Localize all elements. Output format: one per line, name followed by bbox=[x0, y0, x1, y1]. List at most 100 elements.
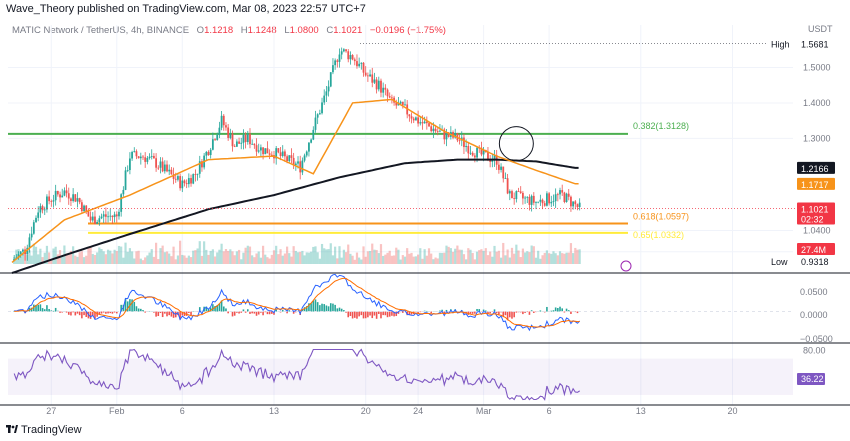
candle-body bbox=[563, 192, 566, 202]
candle-body bbox=[144, 157, 147, 162]
macd-histogram-bar bbox=[474, 311, 476, 314]
macd-histogram-bar bbox=[89, 311, 92, 319]
volume-bar bbox=[438, 252, 442, 264]
candle-body bbox=[548, 193, 550, 204]
volume-bar bbox=[493, 245, 496, 264]
volume-bar bbox=[89, 247, 92, 264]
candle-body bbox=[574, 201, 577, 205]
macd-histogram-bar bbox=[539, 310, 542, 312]
volume-bar bbox=[521, 248, 524, 264]
candle-body bbox=[360, 62, 363, 64]
macd-histogram-bar bbox=[59, 311, 61, 313]
macd-histogram-bar bbox=[441, 309, 443, 312]
volume-bar bbox=[318, 258, 321, 264]
volume-bar bbox=[486, 255, 490, 264]
macd-histogram-bar bbox=[343, 310, 345, 312]
macd-histogram-bar bbox=[334, 304, 336, 312]
volume-bar bbox=[344, 252, 348, 264]
candle-body bbox=[170, 169, 173, 175]
candle-body bbox=[59, 194, 61, 198]
volume-bar bbox=[240, 259, 243, 264]
candle-body bbox=[541, 199, 544, 204]
macd-histogram-bar bbox=[190, 311, 192, 316]
volume-bar bbox=[471, 253, 474, 264]
macd-histogram-bar bbox=[371, 311, 374, 319]
candle-body bbox=[284, 151, 286, 157]
price-tag-box bbox=[797, 255, 835, 267]
candle-body bbox=[231, 133, 234, 147]
candle-body bbox=[535, 202, 537, 203]
candle-body bbox=[423, 121, 426, 124]
candle-body bbox=[270, 154, 273, 156]
volume-bar bbox=[34, 246, 38, 264]
volume-bar bbox=[163, 252, 166, 264]
volume-bar bbox=[281, 255, 284, 264]
macd-histogram-bar bbox=[144, 311, 146, 313]
candle-body bbox=[185, 183, 188, 185]
macd-histogram-bar bbox=[574, 311, 577, 313]
volume-bar bbox=[375, 249, 378, 264]
candle-body bbox=[255, 145, 258, 152]
volume-bar bbox=[218, 249, 221, 264]
macd-histogram-bar bbox=[85, 311, 88, 317]
volume-bar bbox=[368, 250, 372, 264]
volume-bar bbox=[19, 256, 22, 264]
candle-body bbox=[332, 65, 334, 73]
macd-histogram-bar bbox=[513, 311, 515, 318]
candle-body bbox=[83, 205, 85, 212]
macd-histogram-bar bbox=[218, 303, 221, 312]
candle-body bbox=[497, 164, 500, 170]
macd-histogram-bar bbox=[356, 311, 358, 319]
volume-bar bbox=[395, 247, 398, 264]
candle-body bbox=[115, 214, 118, 217]
candle-body bbox=[382, 87, 385, 93]
volume-bar bbox=[406, 248, 409, 264]
candle-body bbox=[349, 55, 352, 60]
candle-body bbox=[50, 201, 53, 202]
volume-bar bbox=[475, 251, 479, 264]
candle-body bbox=[434, 128, 437, 132]
macd-histogram-bar bbox=[382, 311, 384, 316]
volume-bar bbox=[530, 245, 533, 264]
candle-body bbox=[257, 150, 260, 152]
macd-histogram-bar bbox=[528, 311, 531, 315]
macd-histogram-bar bbox=[443, 311, 446, 314]
price-axis-tick: 1.0400 bbox=[803, 225, 831, 235]
macd-histogram-bar bbox=[502, 311, 505, 317]
macd-histogram-bar bbox=[301, 309, 304, 312]
macd-histogram-bar bbox=[268, 311, 271, 315]
volume-bar bbox=[478, 250, 481, 264]
volume-bar bbox=[183, 255, 186, 264]
volume-bar bbox=[425, 255, 428, 264]
candle-body bbox=[445, 132, 448, 140]
candle-body bbox=[530, 195, 533, 205]
macd-histogram-bar bbox=[220, 300, 223, 312]
candle-body bbox=[262, 147, 264, 155]
volume-bar bbox=[447, 246, 450, 264]
macd-histogram-bar bbox=[498, 311, 500, 315]
macd-histogram-bar bbox=[378, 311, 380, 314]
volume-bar bbox=[109, 250, 112, 264]
macd-histogram-bar bbox=[109, 311, 112, 314]
macd-histogram-bar bbox=[373, 311, 376, 316]
volume-bar bbox=[388, 250, 391, 264]
candle-body bbox=[91, 216, 94, 221]
volume-bar bbox=[292, 246, 295, 264]
volume-bar bbox=[194, 250, 197, 264]
volume-bar bbox=[327, 249, 330, 264]
macd-line bbox=[14, 273, 581, 332]
candle-body bbox=[94, 216, 96, 224]
candle-body bbox=[321, 102, 323, 114]
volume-bar bbox=[517, 250, 520, 264]
volume-bar bbox=[277, 254, 280, 264]
volume-bar bbox=[569, 243, 573, 264]
candle-body bbox=[524, 197, 526, 199]
macd-histogram-bar bbox=[445, 309, 448, 312]
macd-histogram-bar bbox=[559, 306, 561, 312]
candle-body bbox=[235, 141, 238, 147]
candle-body bbox=[227, 127, 230, 138]
candle-body bbox=[52, 200, 55, 202]
volume-bar bbox=[491, 256, 494, 264]
volume-bar bbox=[115, 251, 118, 264]
